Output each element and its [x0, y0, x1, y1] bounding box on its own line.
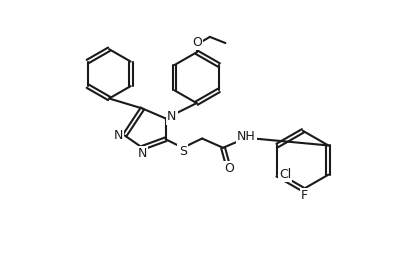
Text: NH: NH: [237, 130, 256, 143]
Text: O: O: [224, 162, 234, 175]
Text: O: O: [192, 36, 202, 49]
Text: F: F: [301, 189, 308, 202]
Text: N: N: [167, 110, 177, 123]
Text: N: N: [138, 147, 147, 161]
Text: S: S: [179, 145, 187, 158]
Text: Cl: Cl: [279, 168, 291, 181]
Text: N: N: [114, 129, 123, 142]
